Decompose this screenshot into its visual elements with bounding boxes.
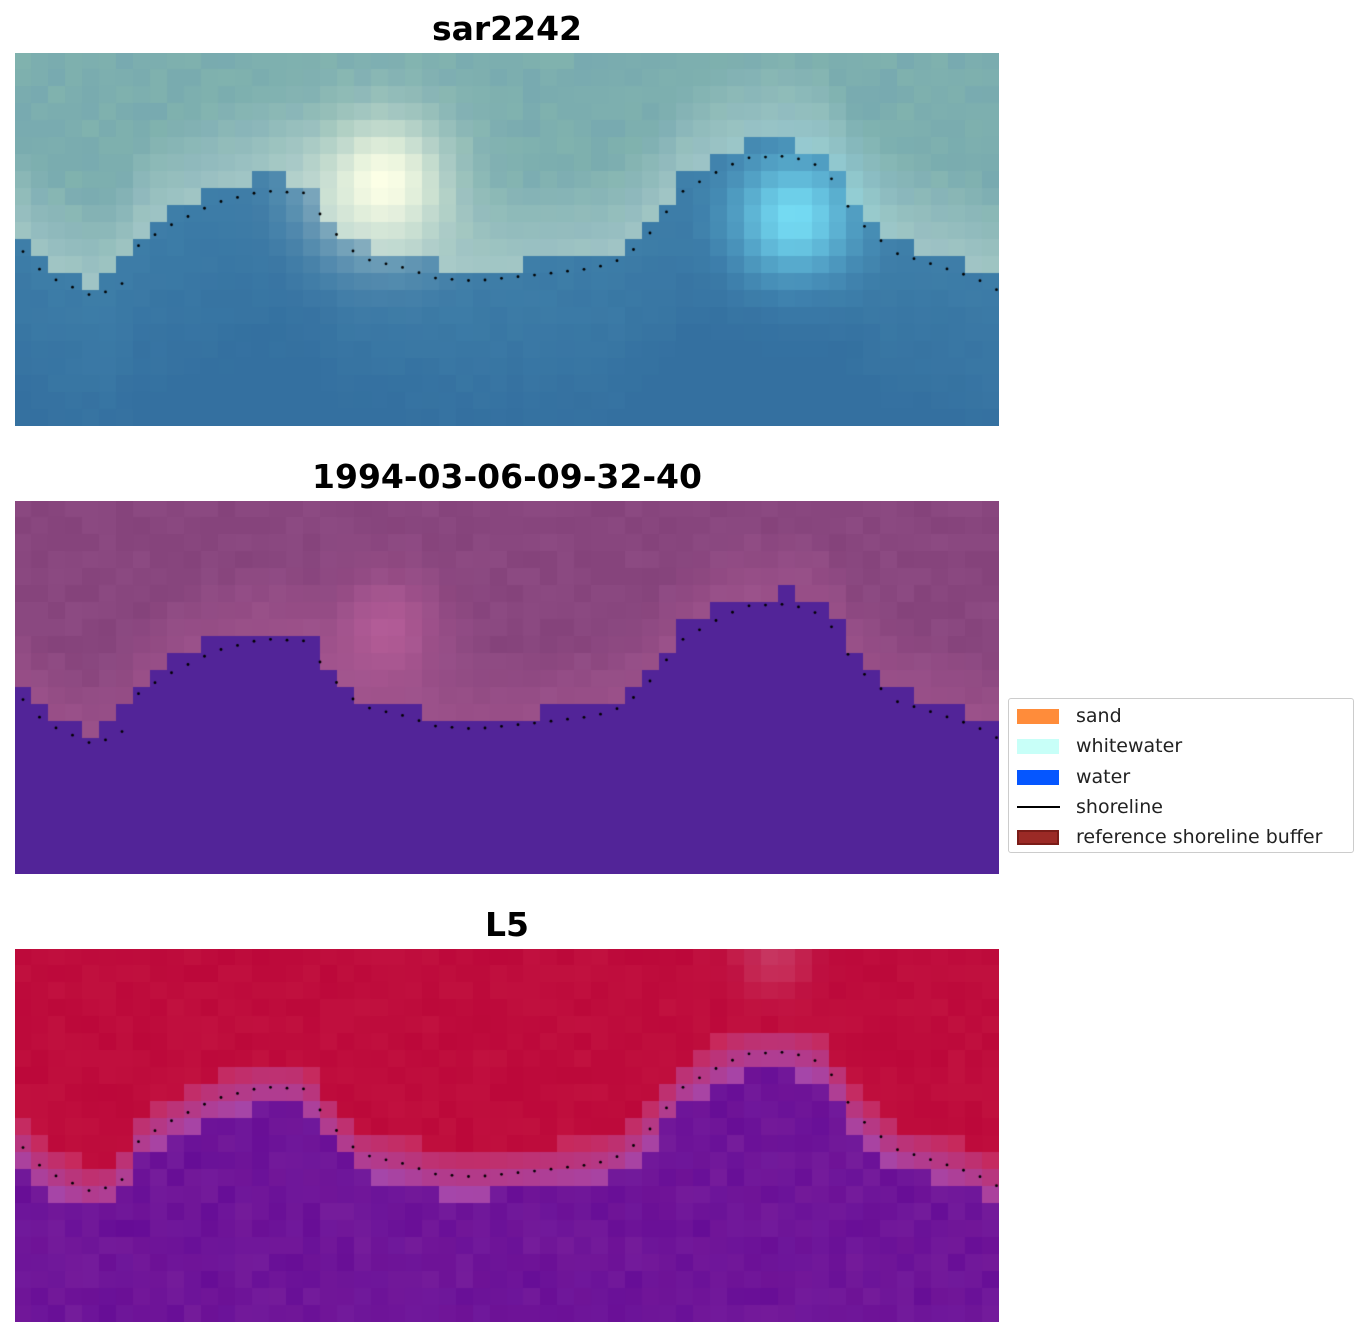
panel-title: sar2242 (431, 9, 583, 48)
legend-item-whitewater: whitewater (1017, 733, 1351, 759)
rgb-satellite-image (15, 53, 999, 426)
panel-title: 1994-03-06-09-32-40 (312, 457, 702, 496)
legend-item-sand: sand (1017, 703, 1351, 729)
legend-label: whitewater (1076, 735, 1183, 757)
legend-label: sand (1076, 705, 1122, 727)
classified-image (15, 501, 999, 874)
legend-item-reference-buffer: reference shoreline buffer (1017, 824, 1351, 850)
legend-label: water (1076, 766, 1131, 788)
reference-buffer-swatch (1017, 830, 1059, 845)
legend-label: reference shoreline buffer (1076, 826, 1323, 848)
whitewater-swatch (1017, 739, 1059, 754)
panel-title: L5 (485, 905, 529, 944)
sand-swatch (1017, 709, 1059, 724)
legend: sand whitewater water shoreline referenc… (1008, 698, 1354, 853)
water-index-image (15, 949, 999, 1322)
legend-item-water: water (1017, 764, 1351, 790)
water-swatch (1017, 770, 1059, 785)
legend-label: shoreline (1076, 796, 1163, 818)
shoreline-line-swatch (1017, 806, 1060, 808)
legend-item-shoreline: shoreline (1017, 794, 1351, 820)
